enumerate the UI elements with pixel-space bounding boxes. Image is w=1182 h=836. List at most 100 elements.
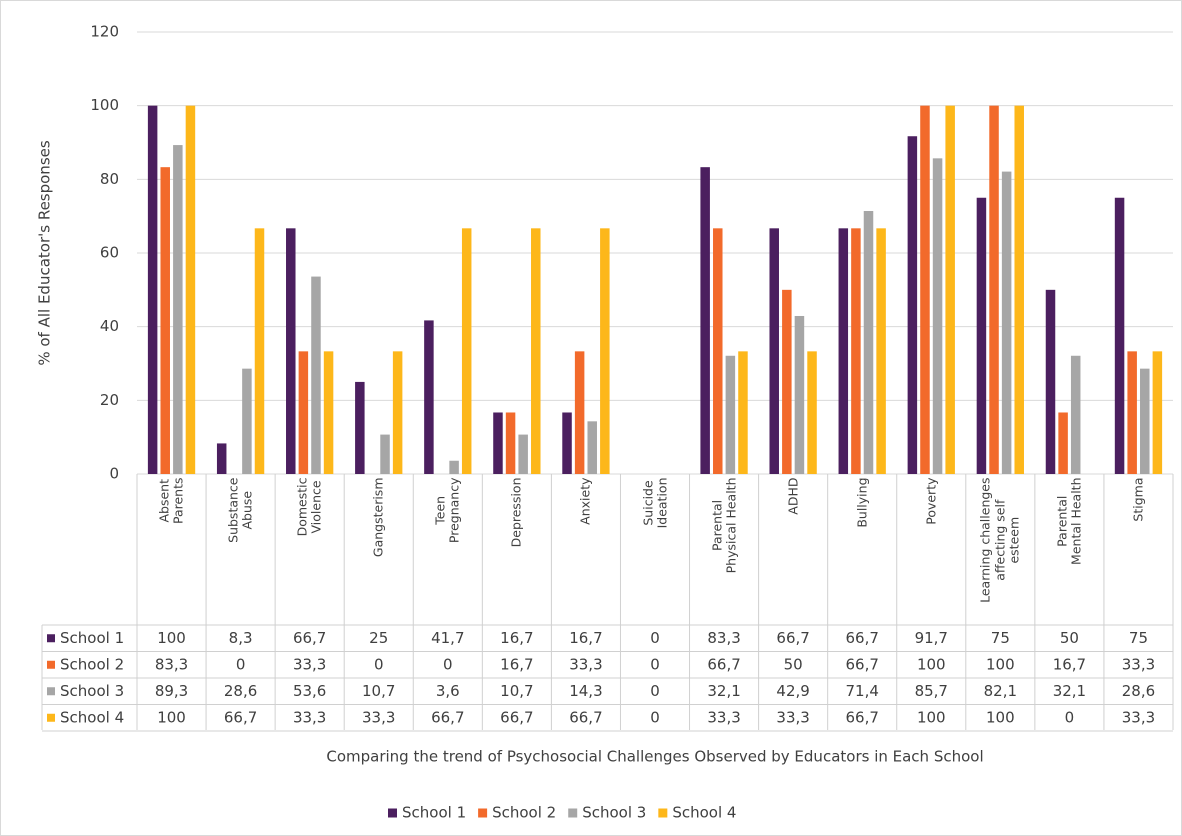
- x-tick-label: Substance Abuse: [225, 477, 255, 543]
- legend-swatch: [478, 808, 488, 818]
- x-tick-label: Parental Mental Health: [1054, 477, 1084, 565]
- legend-swatch: [388, 808, 397, 818]
- legend-label: School 1: [402, 804, 466, 822]
- bar: [587, 421, 597, 474]
- bar: [863, 211, 874, 474]
- table-cell: 66,7: [431, 708, 464, 726]
- table-cell: 33,3: [569, 655, 602, 673]
- table-cell: 71,4: [845, 682, 878, 700]
- table-cell: 0: [1065, 708, 1075, 726]
- row-label: School 2: [60, 655, 124, 673]
- table-cell: 66,7: [293, 629, 326, 647]
- legend-swatch: [47, 634, 55, 643]
- x-tick-label: Bullying: [854, 477, 869, 528]
- bar: [323, 351, 334, 474]
- legend-swatch: [47, 687, 55, 696]
- table-cell: 16,7: [500, 655, 533, 673]
- table-cell: 14,3: [569, 682, 602, 700]
- bar: [160, 167, 170, 474]
- table-cell: 66,7: [224, 708, 257, 726]
- table-cell: 85,7: [915, 682, 948, 700]
- bar: [298, 351, 309, 474]
- bar: [505, 412, 516, 474]
- table-cell: 66,7: [845, 708, 878, 726]
- x-axis-title: Comparing the trend of Psychosocial Chal…: [326, 748, 983, 766]
- bar: [769, 228, 779, 474]
- table-cell: 28,6: [1122, 682, 1155, 700]
- x-tick-label: ADHD: [784, 477, 800, 515]
- table-cell: 66,7: [776, 629, 809, 647]
- x-tick-label: Anxiety: [577, 477, 593, 525]
- bar: [976, 197, 987, 474]
- table-cell: 0: [650, 682, 660, 700]
- table-cell: 42,9: [776, 682, 809, 700]
- x-tick-label: Stigma: [1130, 477, 1146, 522]
- legend-swatch: [658, 808, 668, 818]
- row-label: School 3: [60, 682, 124, 700]
- table-cell: 32,1: [707, 682, 740, 700]
- bar: [989, 105, 999, 475]
- table-cell: 100: [917, 708, 946, 726]
- table-cell: 100: [157, 629, 186, 647]
- bar: [493, 412, 503, 474]
- y-tick-label: 120: [90, 23, 119, 41]
- legend-label: School 2: [492, 804, 556, 822]
- bar: [311, 276, 321, 474]
- x-tick-label: Absent Parents: [156, 477, 186, 524]
- bar: [380, 434, 390, 474]
- bar: [738, 351, 748, 474]
- row-label: School 4: [60, 708, 124, 726]
- bar: [794, 315, 805, 474]
- table-cell: 75: [991, 629, 1010, 647]
- table-cell: 25: [369, 629, 388, 647]
- table-cell: 83,3: [707, 629, 740, 647]
- bar: [1070, 355, 1081, 474]
- bar: [920, 105, 930, 475]
- table-cell: 83,3: [155, 655, 188, 673]
- y-tick-label: 0: [109, 465, 119, 483]
- bar: [424, 320, 434, 474]
- table-cell: 3,6: [436, 682, 460, 700]
- bar: [945, 105, 955, 475]
- table-cell: 66,7: [845, 629, 878, 647]
- table-cell: 28,6: [224, 682, 257, 700]
- bar: [562, 412, 572, 474]
- table-cell: 100: [986, 708, 1015, 726]
- table-cell: 32,1: [1053, 682, 1086, 700]
- table-cell: 82,1: [984, 682, 1017, 700]
- legend-swatch: [47, 660, 55, 669]
- legend-swatch: [568, 808, 578, 818]
- table-cell: 0: [236, 655, 246, 673]
- table-cell: 16,7: [1053, 655, 1086, 673]
- bar: [1058, 412, 1068, 474]
- bar: [700, 167, 710, 474]
- table-cell: 100: [986, 655, 1015, 673]
- y-tick-label: 60: [100, 244, 119, 262]
- bar: [355, 381, 365, 474]
- table-cell: 10,7: [362, 682, 395, 700]
- table-cell: 16,7: [500, 629, 533, 647]
- table-cell: 16,7: [569, 629, 602, 647]
- bar: [907, 136, 918, 474]
- y-tick-label: 40: [100, 317, 119, 335]
- table-cell: 0: [650, 629, 660, 647]
- bar: [932, 158, 943, 475]
- table-cell: 0: [650, 655, 660, 673]
- table-cell: 66,7: [500, 708, 533, 726]
- x-tick-label: Parental Physical Health: [708, 477, 739, 573]
- bar: [242, 368, 252, 474]
- table-cell: 33,3: [707, 708, 740, 726]
- table-cell: 41,7: [431, 629, 464, 647]
- bar: [1152, 351, 1163, 474]
- bar: [531, 228, 541, 474]
- legend-swatch: [47, 713, 55, 722]
- table-cell: 0: [650, 708, 660, 726]
- table-cell: 33,3: [1122, 708, 1155, 726]
- x-tick-label: Learning challenges affecting self estee…: [977, 477, 1022, 603]
- bar: [286, 228, 296, 474]
- x-tick-label: Depression: [508, 477, 524, 547]
- bar: [1127, 351, 1137, 474]
- bar: [725, 355, 736, 474]
